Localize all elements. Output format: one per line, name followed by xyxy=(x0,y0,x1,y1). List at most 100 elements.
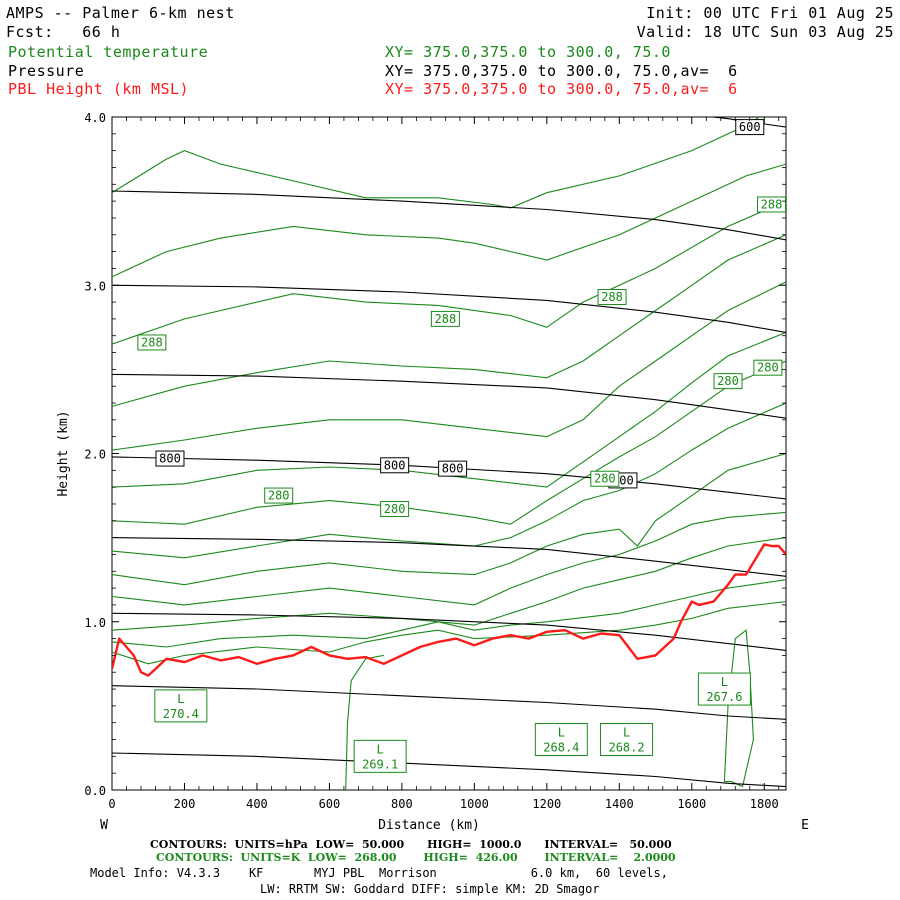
theta-label-0-text: 288 xyxy=(141,335,163,349)
x-tick-label-400: 400 xyxy=(246,797,268,811)
west-end-label: W xyxy=(100,818,108,833)
pressure-label-1-text: 800 xyxy=(159,452,181,466)
east-end-label: E xyxy=(801,818,809,833)
theta-minimum-4-box xyxy=(697,672,751,706)
theta-label-3: 288 xyxy=(757,196,787,213)
theta-label-1-text: 288 xyxy=(435,312,457,326)
field-pressure-xy: XY= 375.0,375.0 to 300.0, 75.0,av= 6 xyxy=(385,62,738,80)
theta-label-2: 288 xyxy=(597,289,627,306)
y-tick-label-3: 3.0 xyxy=(84,279,106,293)
theta-label-2-box xyxy=(597,289,627,306)
y-tick-label-0: 0.0 xyxy=(84,784,106,798)
forecast-hour: Fcst: 66 h xyxy=(6,23,121,41)
theta-minimum-3-value: 268.2 xyxy=(608,741,644,755)
x-tick-label-800: 800 xyxy=(391,797,413,811)
pressure-contour-750 xyxy=(112,373,786,419)
theta-contour-1 xyxy=(112,163,786,278)
pressure-contour-900 xyxy=(112,612,786,651)
pressure-label-0-text: 600 xyxy=(739,120,761,134)
theta-minimum-0-value: 270.4 xyxy=(163,707,199,721)
pressure-label-2-box xyxy=(380,457,410,474)
theta-contour-11 xyxy=(112,579,786,648)
theta-label-1-box xyxy=(430,310,460,327)
footer-physics-info: LW: RRTM SW: Goddard DIFF: simple KM: 2D… xyxy=(260,882,600,896)
pressure-contour-700 xyxy=(112,284,786,333)
x-tick-label-1400: 1400 xyxy=(605,797,634,811)
theta-label-6: 280 xyxy=(264,487,294,504)
theta-label-7-text: 280 xyxy=(384,502,406,516)
theta-contour-4 xyxy=(112,281,786,451)
theta-label-2-text: 288 xyxy=(601,290,623,304)
theta-minimum-4-value: 267.6 xyxy=(706,690,742,704)
theta-label-5: 280 xyxy=(713,373,743,390)
theta-contour-12 xyxy=(112,601,786,665)
theta-closed-contour-1 xyxy=(723,629,754,788)
pressure-contour-950 xyxy=(112,685,786,720)
x-tick-label-0: 0 xyxy=(108,797,115,811)
field-pbl-xy: XY= 375.0,375.0 to 300.0, 75.0,av= 6 xyxy=(385,80,738,98)
pressure-contour-1000 xyxy=(112,752,786,788)
theta-contour-9 xyxy=(112,511,786,606)
x-tick-label-1600: 1600 xyxy=(677,797,706,811)
pressure-label-0: 600 xyxy=(735,119,765,136)
theta-minimum-4-symbol: L xyxy=(721,675,728,689)
theta-contour-0 xyxy=(112,117,761,209)
pbl-line-group xyxy=(112,543,786,677)
theta-label-5-box xyxy=(713,373,743,390)
theta-label-4: 280 xyxy=(753,359,783,376)
pressure-contour-650 xyxy=(112,190,786,241)
pressure-label-1-box xyxy=(155,450,185,467)
theta-label-8-box xyxy=(590,470,620,487)
field-pressure-name: Pressure xyxy=(8,62,85,80)
theta-contour-5 xyxy=(112,331,786,488)
theta-label-5-text: 280 xyxy=(717,374,739,388)
theta-minimum-2-value: 268.4 xyxy=(543,741,579,755)
pressure-label-2: 800 xyxy=(380,457,410,474)
theta-label-4-text: 280 xyxy=(757,361,779,375)
x-tick-label-1200: 1200 xyxy=(532,797,561,811)
pressure-label-3: 800 xyxy=(438,460,468,477)
theta-label-7-box xyxy=(380,501,410,518)
theta-minimum-3-symbol: L xyxy=(623,726,630,740)
theta-label-8: 280 xyxy=(590,470,620,487)
theta-contour-10 xyxy=(112,537,786,631)
theta-contours xyxy=(112,117,786,665)
footer-theta-contours: CONTOURS: UNITS=K LOW= 268.00 HIGH= 426.… xyxy=(156,851,676,864)
pressure-contour-800 xyxy=(112,456,786,500)
theta-label-3-text: 288 xyxy=(761,197,783,211)
y-tick-label-4: 4.0 xyxy=(84,111,106,125)
theta-contour-2 xyxy=(112,200,786,345)
theta-label-0: 288 xyxy=(137,334,167,351)
pressure-contours xyxy=(112,117,786,788)
pressure-label-1: 800 xyxy=(155,450,185,467)
y-tick-label-2: 2.0 xyxy=(84,448,106,462)
theta-label-3-box xyxy=(757,196,787,213)
theta-minimum-0-box xyxy=(154,689,208,723)
x-axis-label: Distance (km) xyxy=(378,818,480,833)
theta-label-8-text: 280 xyxy=(594,472,616,486)
footer-pressure-contours: CONTOURS: UNITS=hPa LOW= 50.000 HIGH= 10… xyxy=(150,838,672,851)
theta-minimum-1-symbol: L xyxy=(377,742,384,756)
model-title: AMPS -- Palmer 6-km nest xyxy=(6,4,235,22)
theta-minimum-1-box xyxy=(353,739,407,773)
x-tick-label-200: 200 xyxy=(174,797,196,811)
field-theta-xy: XY= 375.0,375.0 to 300.0, 75.0 xyxy=(385,43,671,61)
theta-contour-6 xyxy=(112,360,786,525)
theta-contour-7 xyxy=(112,402,786,559)
plot-frame xyxy=(111,116,787,791)
y-axis-label: Height (km) xyxy=(56,410,71,496)
footer-model-info: Model Info: V4.3.3 KF MYJ PBL Morrison 6… xyxy=(90,866,668,880)
pressure-label-3-box xyxy=(438,460,468,477)
theta-minimum-2-box xyxy=(534,723,588,757)
pressure-contour-600 xyxy=(708,117,786,128)
theta-label-4-box xyxy=(753,359,783,376)
x-tick-label-600: 600 xyxy=(319,797,341,811)
theta-minimum-1-value: 269.1 xyxy=(362,757,398,771)
theta-label-7: 280 xyxy=(380,501,410,518)
x-tick-label-1800: 1800 xyxy=(750,797,779,811)
